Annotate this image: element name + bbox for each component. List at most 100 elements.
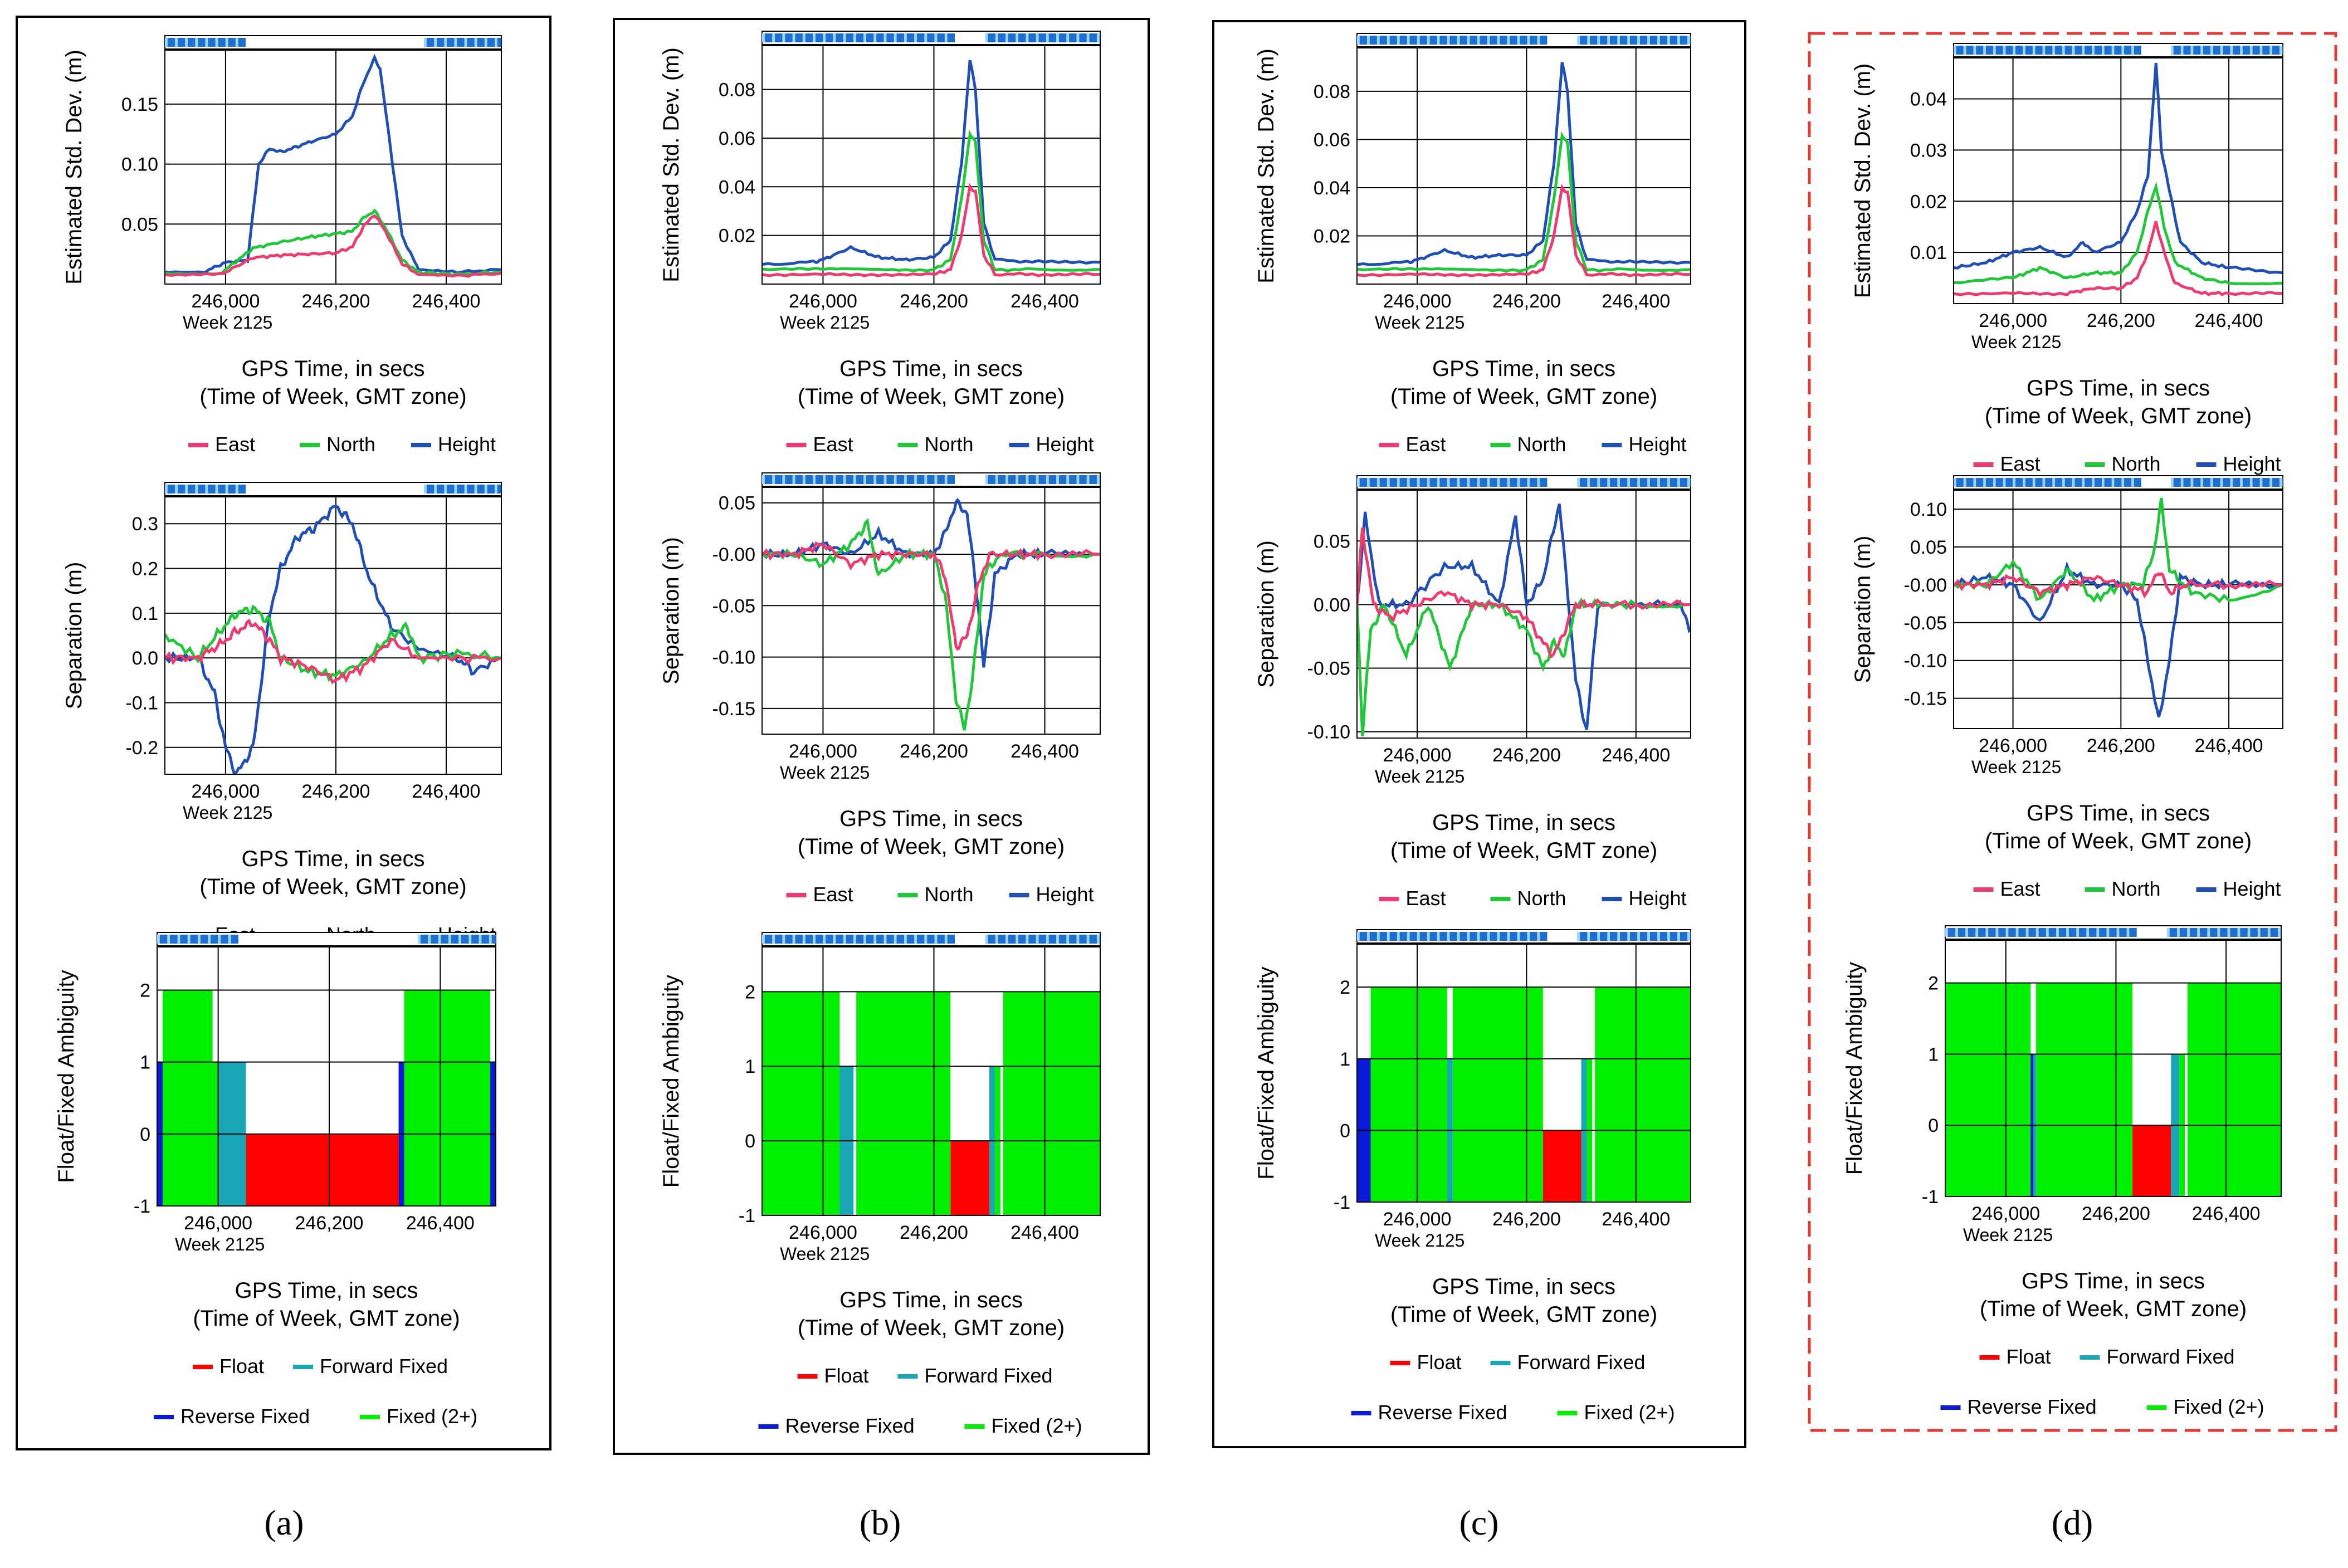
availability-tick	[1397, 478, 1400, 487]
panel-d-amb-y-tick-label: 0	[1928, 1115, 1939, 1136]
availability-tick	[185, 38, 188, 47]
availability-tick	[2190, 478, 2194, 487]
availability-tick	[215, 38, 218, 47]
panel-a-amb-plot-border	[157, 946, 496, 1206]
availability-tick	[1005, 935, 1008, 944]
availability-tick	[772, 475, 775, 484]
panel-c-sep-series-east	[1357, 527, 1691, 659]
availability-tick	[2052, 478, 2056, 487]
availability-tick	[1637, 932, 1640, 941]
panel-c-sep-y-axis-title: Separation (m)	[1254, 540, 1278, 688]
panel-c-sep-plot-border	[1356, 490, 1691, 739]
panel-d-sep-plot-area	[1953, 490, 2283, 729]
availability-tick	[1667, 478, 1670, 487]
availability-tick	[2200, 46, 2203, 55]
availability-tick	[2267, 928, 2271, 937]
panel-d-amb-plot-border	[1945, 940, 2282, 1197]
availability-tick	[914, 935, 917, 944]
availability-tick	[1086, 475, 1090, 484]
panel-d-sep-y-axis-title: Separation (m)	[1851, 536, 1875, 683]
panel-b-sep-x-tick-label: 246,200	[900, 741, 968, 762]
panel-d-sep-legend-height: Height	[2223, 877, 2281, 900]
availability-tick	[782, 475, 785, 484]
panel-c-amb-y-tick-label: 2	[1340, 977, 1350, 998]
panel-d-amb-y-axis-title: Float/Fixed Ambiguity	[1842, 962, 1867, 1175]
availability-tick	[1046, 935, 1049, 944]
availability-tick	[205, 485, 208, 494]
availability-tick	[2025, 928, 2029, 937]
availability-tick	[1357, 478, 1360, 487]
availability-tick	[479, 935, 482, 944]
panel-c-amb-legend-reverse-fixed: Reverse Fixed	[1378, 1401, 1507, 1424]
availability-tick	[894, 33, 897, 42]
panel-b-std-series-east	[762, 183, 1100, 277]
panel-a-sep-x-axis-subtitle: (Time of Week, GMT zone)	[199, 875, 466, 899]
availability-tick	[924, 475, 928, 484]
panel-b-sep-y-axis-title: Separation (m)	[659, 537, 684, 685]
availability-tick	[2042, 46, 2046, 55]
panel-a-sep-series-north	[165, 604, 501, 682]
availability-tick	[1016, 475, 1019, 484]
panel-d: 246,000 246,200 246,400 0.01 0.02 0.03 0.04 Wee…	[1808, 32, 2337, 1542]
availability-tick	[1376, 932, 1380, 941]
availability-band	[985, 935, 1100, 944]
panel-b-std-plot-area	[761, 45, 1101, 285]
panel-b-amb-y-tick-label: 0	[745, 1131, 755, 1152]
panel-b-sep-chart: 246,000 246,200 246,400 0.05 -0.00 -0.05 -0.10…	[659, 472, 1101, 906]
panel-b-sep-series-height	[762, 497, 1100, 668]
panel-b-sep-y-tick-label: 0.05	[719, 493, 755, 514]
availability-tick	[2042, 478, 2046, 487]
availability-tick	[1026, 475, 1029, 484]
availability-tick	[1076, 475, 1080, 484]
panel-d-std-y-axis-title: Estimated Std. Dev. (m)	[1851, 63, 1875, 299]
availability-tick	[1437, 36, 1440, 45]
availability-tick	[904, 475, 907, 484]
availability-tick	[1995, 928, 1999, 937]
availability-tick	[934, 33, 938, 42]
panel-c-amb-legend-forward-fixed: Forward Fixed	[1517, 1351, 1646, 1374]
panel-a-std-x-tick-label: 246,200	[301, 291, 370, 312]
panel-c-amb-bar-fixed-2-	[1370, 987, 1448, 1202]
availability-band	[985, 475, 1100, 484]
availability-tick	[1467, 478, 1470, 487]
availability-tick	[2101, 478, 2105, 487]
panel-d-amb-bar-float	[2132, 1125, 2171, 1196]
availability-tick	[944, 475, 948, 484]
panel-c: 246,000 246,200 246,400 0.02 0.04 0.06 0.08 Wee…	[1212, 20, 1746, 1542]
panel-c-std-x-tick-label: 246,400	[1602, 291, 1670, 312]
panel-b-sep-y-tick-label: -0.15	[712, 698, 756, 720]
panel-b-sep-legend-east: East	[813, 883, 853, 906]
availability-tick	[185, 485, 188, 494]
availability-tick	[813, 33, 816, 42]
panel-d-amb-y-tick-label: -1	[1922, 1186, 1939, 1208]
availability-tick	[1096, 935, 1100, 944]
panel-d-amb-legend-fixed-2-: Fixed (2+)	[2174, 1395, 2264, 1418]
panel-d-sep-y-tick-label: 0.05	[1910, 537, 1947, 558]
panel-a-std-series-east	[165, 214, 501, 278]
availability-tick	[1005, 33, 1008, 42]
panel-d-amb-x-axis-title: GPS Time, in secs	[2022, 1269, 2205, 1293]
panel-b-std-x-tick-label: 246,000	[789, 291, 857, 312]
availability-tick	[458, 935, 461, 944]
availability-tick	[2032, 46, 2035, 55]
panel-a-amb-legend-float: Float	[219, 1355, 264, 1378]
availability-tick	[1387, 478, 1390, 487]
panel-b-amb-bar-fixed-2-	[1003, 991, 1100, 1215]
panel-b-sep-series-east	[762, 541, 1100, 651]
panel-c-std-series-east	[1357, 183, 1691, 277]
panel-c-amb-y-tick-label: -1	[1334, 1192, 1350, 1213]
panel-c-amb-bar-fixed-2-	[1595, 987, 1691, 1202]
availability-tick	[1005, 475, 1008, 484]
availability-tick	[1477, 36, 1480, 45]
panel-a-amb-bar-fixed-2-	[404, 990, 491, 1206]
availability-tick	[934, 935, 938, 944]
panel-c-std-y-tick-label: 0.06	[1314, 129, 1350, 150]
panel-caption-d: (d)	[2052, 1503, 2093, 1542]
availability-band	[2166, 928, 2281, 937]
availability-tick	[434, 485, 437, 494]
panel-d-std-y-tick-label: 0.04	[1910, 89, 1947, 110]
availability-tick	[863, 935, 866, 944]
availability-tick	[205, 38, 208, 47]
availability-tick	[484, 38, 487, 47]
